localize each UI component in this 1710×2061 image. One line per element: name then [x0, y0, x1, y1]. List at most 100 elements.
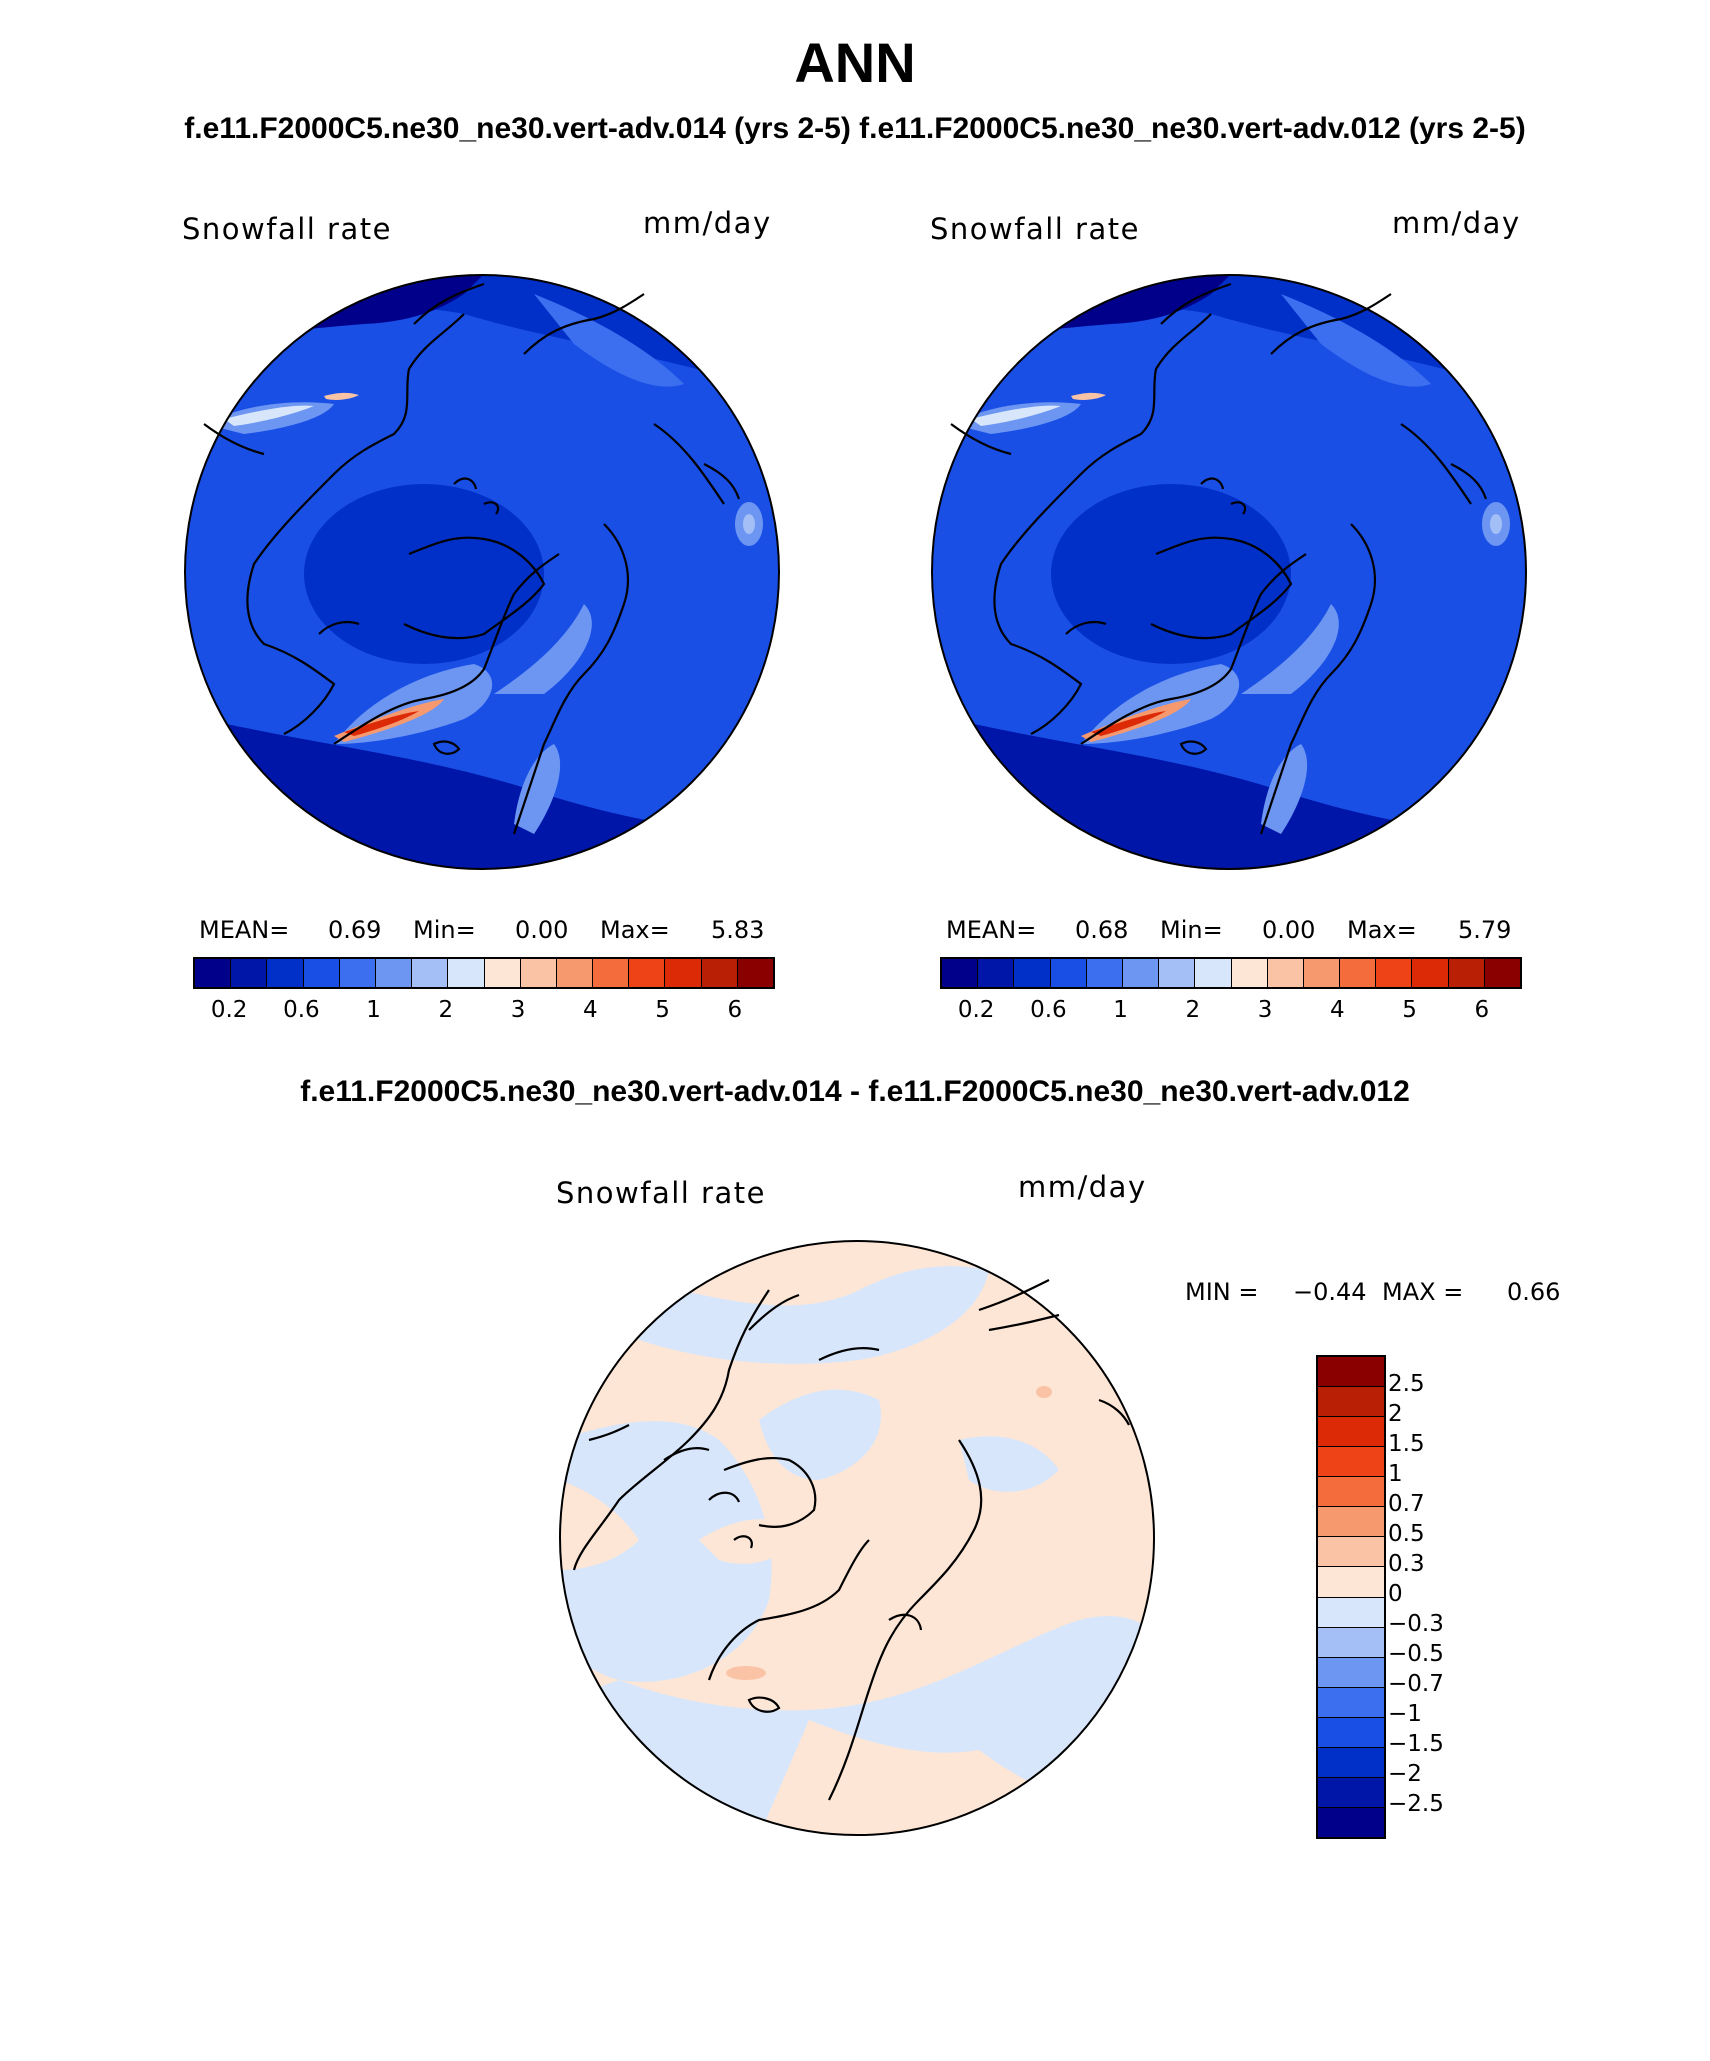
difference-colorbar-box — [1318, 1357, 1384, 1388]
difference-colorbar-box — [1318, 1477, 1384, 1508]
difference-colorbar-box — [1318, 1417, 1384, 1448]
left-colorbar-box — [520, 959, 557, 987]
diff-variable-label: Snowfall rate — [556, 1176, 766, 1210]
left-colorbar-tick-label: 1 — [366, 997, 381, 1023]
right-colorbar-tick-label: 0.2 — [957, 997, 995, 1023]
left-colorbar-box — [701, 959, 738, 987]
left-colorbar-tick-label: 2 — [438, 997, 454, 1023]
left-colorbar-box — [231, 959, 268, 987]
left-colorbar-tick-label: 4 — [583, 997, 598, 1023]
diff-min-value: −0.44 — [1293, 1278, 1367, 1306]
difference-colorbar-box — [1318, 1567, 1384, 1598]
left-colorbar-box — [303, 959, 340, 987]
right-colorbar-box — [1050, 959, 1087, 987]
difference-colorbar-tick-label: 1.5 — [1388, 1431, 1425, 1457]
difference-colorbar-box — [1318, 1537, 1384, 1568]
left-colorbar-box — [556, 959, 594, 987]
difference-colorbar-box — [1318, 1747, 1384, 1778]
difference-colorbar-tick-label: −2 — [1388, 1761, 1422, 1787]
subtitle-right: f.e11.F2000C5.ne30_ne30.vert-adv.012 (yr… — [859, 112, 1526, 145]
difference-colorbar-box — [1318, 1777, 1384, 1808]
right-polar-map — [931, 274, 1527, 870]
difference-colorbar-box — [1318, 1627, 1384, 1658]
right-max-value: 5.79 — [1458, 916, 1512, 944]
difference-colorbar-tick-label: −1 — [1388, 1701, 1422, 1727]
difference-colorbar-tick-label: 1 — [1388, 1461, 1403, 1487]
difference-colorbar-box — [1318, 1387, 1384, 1418]
left-min-value: 0.00 — [515, 916, 569, 944]
difference-colorbar-box — [1318, 1657, 1384, 1688]
left-polar-map — [184, 274, 780, 870]
right-colorbar-tick-label: 2 — [1185, 997, 1201, 1023]
right-variable-label: Snowfall rate — [930, 212, 1140, 246]
difference-colorbar-tick-label: 0 — [1388, 1581, 1403, 1607]
right-colorbar-box — [1159, 959, 1196, 987]
left-colorbar-box — [737, 959, 773, 987]
left-colorbar-box — [448, 959, 485, 987]
left-mean-label: MEAN= — [199, 916, 290, 944]
right-colorbar-box — [1484, 959, 1520, 987]
diff-max-label: MAX = — [1382, 1278, 1464, 1306]
left-max-label: Max= — [600, 916, 670, 944]
left-max-value: 5.83 — [711, 916, 765, 944]
right-mean-label: MEAN= — [946, 916, 1037, 944]
right-min-value: 0.00 — [1262, 916, 1316, 944]
difference-colorbar-box — [1318, 1687, 1384, 1718]
left-colorbar-box — [593, 959, 630, 987]
right-colorbar-box — [978, 959, 1015, 987]
difference-colorbar-box — [1318, 1717, 1384, 1748]
left-colorbar-box — [339, 959, 376, 987]
left-colorbar-box — [267, 959, 304, 987]
diff-units-label: mm/day — [1018, 1170, 1147, 1204]
difference-colorbar — [1316, 1355, 1386, 1839]
left-colorbar-box — [629, 959, 666, 987]
subtitle-row: f.e11.F2000C5.ne30_ne30.vert-adv.014 (yr… — [0, 112, 1710, 146]
right-colorbar-box — [1340, 959, 1377, 987]
right-units-label: mm/day — [1392, 206, 1521, 240]
difference-colorbar-tick-label: −1.5 — [1388, 1731, 1444, 1757]
right-max-label: Max= — [1347, 916, 1417, 944]
right-mean-value: 0.68 — [1075, 916, 1129, 944]
left-colorbar-tick-label: 6 — [727, 997, 743, 1023]
left-colorbar-tick-label: 5 — [655, 997, 670, 1023]
left-colorbar-box — [412, 959, 449, 987]
difference-polar-map — [559, 1240, 1155, 1836]
right-colorbar-tick-label: 3 — [1257, 997, 1273, 1023]
difference-colorbar-tick-label: 2.5 — [1388, 1371, 1425, 1397]
right-colorbar-box — [1231, 959, 1268, 987]
left-colorbar-tick-label: 0.6 — [283, 997, 320, 1023]
right-colorbar — [940, 957, 1522, 989]
difference-colorbar-box — [1318, 1507, 1384, 1538]
subtitle-left: f.e11.F2000C5.ne30_ne30.vert-adv.014 (yr… — [184, 112, 851, 145]
difference-colorbar-box — [1318, 1807, 1384, 1837]
right-colorbar-tick-label: 0.6 — [1030, 997, 1067, 1023]
difference-colorbar-tick-label: −0.5 — [1388, 1641, 1444, 1667]
difference-colorbar-box — [1318, 1597, 1384, 1628]
difference-colorbar-tick-label: 0.7 — [1388, 1491, 1425, 1517]
left-mean-value: 0.69 — [328, 916, 382, 944]
right-colorbar-box — [1376, 959, 1413, 987]
right-colorbar-tick-label: 1 — [1113, 997, 1128, 1023]
left-colorbar-tick-label: 3 — [510, 997, 526, 1023]
difference-colorbar-tick-label: 2 — [1388, 1401, 1403, 1427]
difference-colorbar-tick-label: −0.3 — [1388, 1611, 1444, 1637]
right-min-label: Min= — [1160, 916, 1223, 944]
right-colorbar-box — [942, 959, 979, 987]
difference-colorbar-tick-label: −2.5 — [1388, 1791, 1444, 1817]
right-colorbar-tick-label: 4 — [1330, 997, 1345, 1023]
left-colorbar-box — [195, 959, 232, 987]
difference-colorbar-tick-label: −0.7 — [1388, 1671, 1444, 1697]
left-units-label: mm/day — [643, 206, 772, 240]
page-title: ANN — [794, 31, 916, 94]
right-colorbar-box — [1195, 959, 1232, 987]
left-variable-label: Snowfall rate — [182, 212, 392, 246]
right-colorbar-tick-label: 6 — [1474, 997, 1490, 1023]
right-colorbar-box — [1412, 959, 1449, 987]
right-colorbar-box — [1086, 959, 1123, 987]
subtitle-difference: f.e11.F2000C5.ne30_ne30.vert-adv.014 - f… — [300, 1075, 1410, 1108]
difference-colorbar-tick-label: 0.3 — [1388, 1551, 1425, 1577]
right-colorbar-tick-label: 5 — [1402, 997, 1417, 1023]
right-colorbar-box — [1122, 959, 1160, 987]
right-colorbar-box — [1014, 959, 1051, 987]
left-colorbar — [193, 957, 775, 989]
